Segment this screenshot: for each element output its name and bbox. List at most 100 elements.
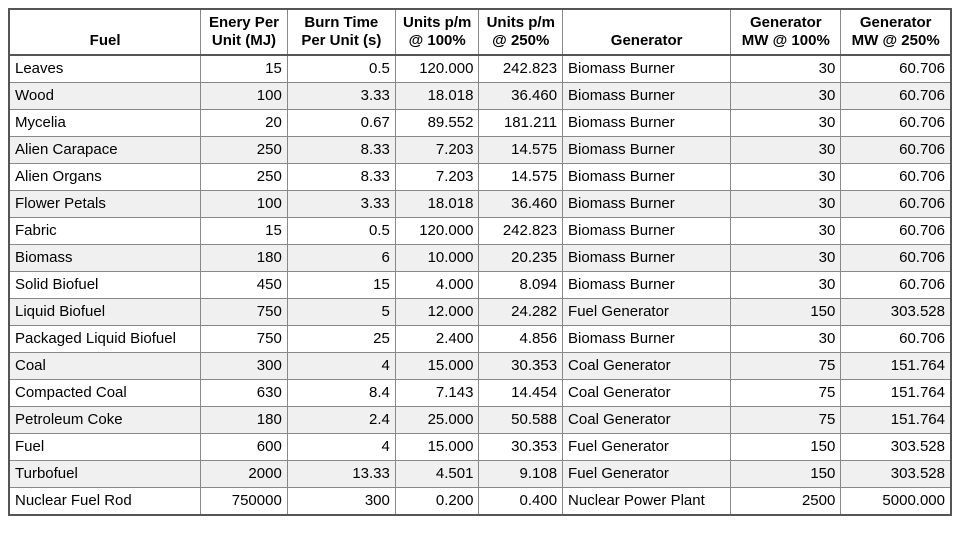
col-header-fuel: Fuel	[9, 9, 201, 55]
table-row: Fuel600415.00030.353Fuel Generator150303…	[9, 434, 951, 461]
cell-gen: Fuel Generator	[563, 461, 731, 488]
cell-epu: 180	[201, 407, 288, 434]
table-row: Liquid Biofuel750512.00024.282Fuel Gener…	[9, 299, 951, 326]
col-header-mw100: Generator MW @ 100%	[731, 9, 841, 55]
cell-upm100: 4.501	[395, 461, 479, 488]
cell-upm250: 30.353	[479, 434, 563, 461]
cell-mw100: 150	[731, 434, 841, 461]
cell-fuel: Fabric	[9, 218, 201, 245]
cell-epu: 100	[201, 83, 288, 110]
cell-burn: 300	[287, 488, 395, 516]
cell-mw250: 60.706	[841, 191, 951, 218]
cell-burn: 3.33	[287, 191, 395, 218]
cell-epu: 450	[201, 272, 288, 299]
cell-fuel: Coal	[9, 353, 201, 380]
cell-upm250: 50.588	[479, 407, 563, 434]
cell-mw100: 75	[731, 353, 841, 380]
cell-gen: Coal Generator	[563, 380, 731, 407]
cell-epu: 750	[201, 299, 288, 326]
cell-gen: Nuclear Power Plant	[563, 488, 731, 516]
table-row: Alien Organs2508.337.20314.575Biomass Bu…	[9, 164, 951, 191]
cell-mw100: 150	[731, 299, 841, 326]
cell-fuel: Solid Biofuel	[9, 272, 201, 299]
cell-mw100: 30	[731, 245, 841, 272]
table-row: Mycelia200.6789.552181.211Biomass Burner…	[9, 110, 951, 137]
cell-upm100: 7.203	[395, 164, 479, 191]
cell-upm250: 242.823	[479, 55, 563, 83]
cell-burn: 0.5	[287, 218, 395, 245]
cell-upm100: 120.000	[395, 218, 479, 245]
cell-burn: 13.33	[287, 461, 395, 488]
cell-epu: 630	[201, 380, 288, 407]
cell-fuel: Mycelia	[9, 110, 201, 137]
cell-upm250: 14.575	[479, 137, 563, 164]
cell-burn: 0.67	[287, 110, 395, 137]
cell-fuel: Wood	[9, 83, 201, 110]
table-row: Wood1003.3318.01836.460Biomass Burner306…	[9, 83, 951, 110]
cell-mw100: 30	[731, 218, 841, 245]
table-row: Petroleum Coke1802.425.00050.588Coal Gen…	[9, 407, 951, 434]
col-header-gen: Generator	[563, 9, 731, 55]
cell-mw250: 151.764	[841, 353, 951, 380]
cell-upm100: 120.000	[395, 55, 479, 83]
cell-upm100: 7.143	[395, 380, 479, 407]
cell-mw100: 30	[731, 272, 841, 299]
cell-fuel: Liquid Biofuel	[9, 299, 201, 326]
cell-burn: 0.5	[287, 55, 395, 83]
table-row: Fabric150.5120.000242.823Biomass Burner3…	[9, 218, 951, 245]
cell-mw250: 60.706	[841, 137, 951, 164]
cell-epu: 300	[201, 353, 288, 380]
cell-burn: 4	[287, 353, 395, 380]
cell-gen: Biomass Burner	[563, 83, 731, 110]
cell-burn: 3.33	[287, 83, 395, 110]
cell-epu: 15	[201, 218, 288, 245]
cell-burn: 5	[287, 299, 395, 326]
cell-burn: 8.4	[287, 380, 395, 407]
cell-upm250: 4.856	[479, 326, 563, 353]
cell-mw100: 150	[731, 461, 841, 488]
cell-fuel: Fuel	[9, 434, 201, 461]
table-row: Leaves150.5120.000242.823Biomass Burner3…	[9, 55, 951, 83]
cell-gen: Coal Generator	[563, 407, 731, 434]
table-row: Flower Petals1003.3318.01836.460Biomass …	[9, 191, 951, 218]
table-row: Nuclear Fuel Rod7500003000.2000.400Nucle…	[9, 488, 951, 516]
cell-gen: Fuel Generator	[563, 299, 731, 326]
table-row: Compacted Coal6308.47.14314.454Coal Gene…	[9, 380, 951, 407]
cell-burn: 8.33	[287, 137, 395, 164]
cell-gen: Biomass Burner	[563, 191, 731, 218]
cell-upm100: 89.552	[395, 110, 479, 137]
cell-epu: 100	[201, 191, 288, 218]
cell-epu: 600	[201, 434, 288, 461]
cell-upm100: 25.000	[395, 407, 479, 434]
cell-burn: 4	[287, 434, 395, 461]
cell-mw250: 60.706	[841, 164, 951, 191]
cell-mw250: 60.706	[841, 245, 951, 272]
cell-upm250: 0.400	[479, 488, 563, 516]
cell-burn: 25	[287, 326, 395, 353]
cell-upm100: 4.000	[395, 272, 479, 299]
cell-fuel: Turbofuel	[9, 461, 201, 488]
cell-upm250: 20.235	[479, 245, 563, 272]
cell-gen: Biomass Burner	[563, 164, 731, 191]
cell-fuel: Alien Carapace	[9, 137, 201, 164]
cell-mw250: 60.706	[841, 326, 951, 353]
table-row: Coal300415.00030.353Coal Generator75151.…	[9, 353, 951, 380]
cell-mw250: 60.706	[841, 218, 951, 245]
cell-epu: 750	[201, 326, 288, 353]
cell-fuel: Packaged Liquid Biofuel	[9, 326, 201, 353]
table-row: Turbofuel200013.334.5019.108Fuel Generat…	[9, 461, 951, 488]
cell-mw250: 60.706	[841, 83, 951, 110]
cell-epu: 2000	[201, 461, 288, 488]
col-header-upm250: Units p/m @ 250%	[479, 9, 563, 55]
table-row: Packaged Liquid Biofuel750252.4004.856Bi…	[9, 326, 951, 353]
cell-mw100: 30	[731, 164, 841, 191]
cell-upm250: 36.460	[479, 191, 563, 218]
table-row: Alien Carapace2508.337.20314.575Biomass …	[9, 137, 951, 164]
cell-burn: 6	[287, 245, 395, 272]
cell-gen: Biomass Burner	[563, 272, 731, 299]
cell-mw100: 30	[731, 110, 841, 137]
cell-gen: Fuel Generator	[563, 434, 731, 461]
col-header-epu: Enery Per Unit (MJ)	[201, 9, 288, 55]
cell-mw250: 60.706	[841, 272, 951, 299]
cell-fuel: Leaves	[9, 55, 201, 83]
